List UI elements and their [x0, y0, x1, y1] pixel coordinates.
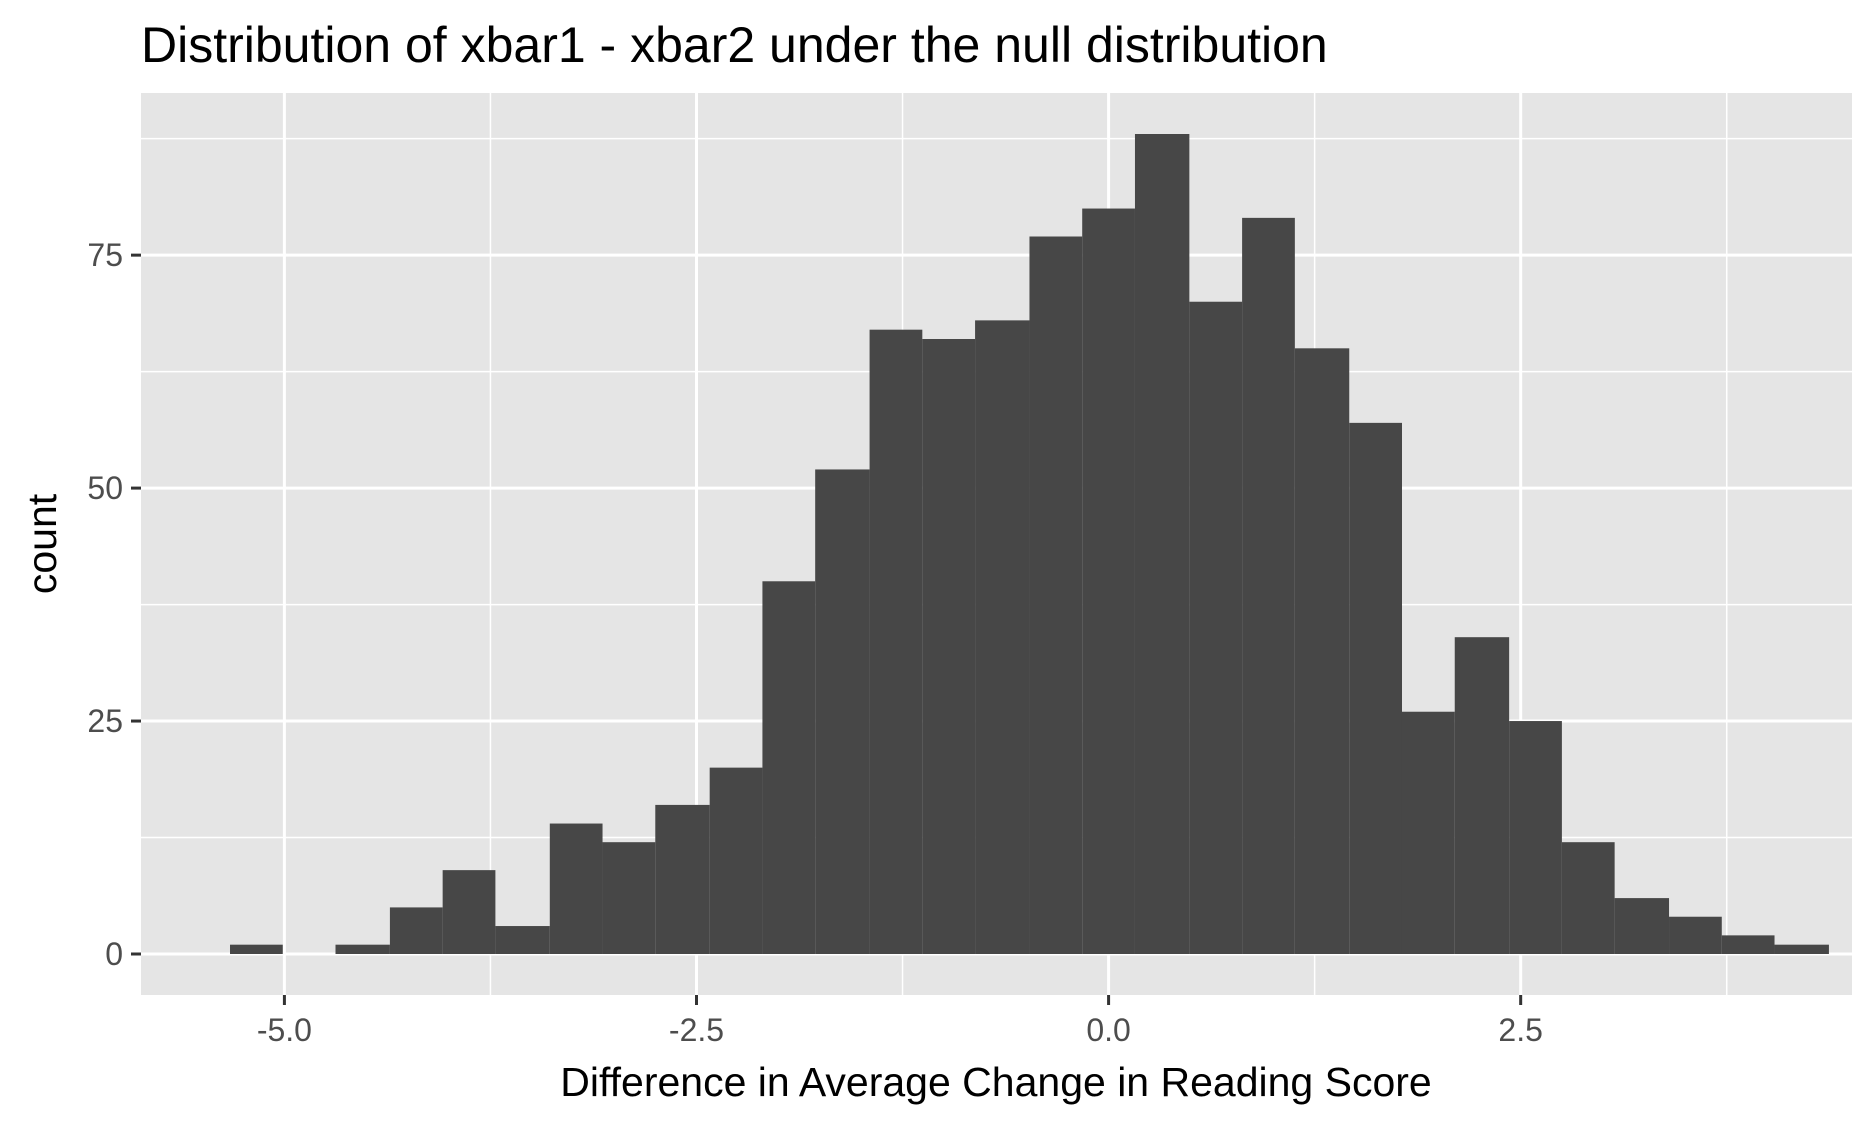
- y-tick-label: 25: [87, 703, 123, 739]
- histogram-bar: [1401, 711, 1455, 954]
- y-tick-label: 50: [87, 470, 123, 506]
- histogram-bar: [815, 469, 870, 954]
- histogram-bar: [1614, 898, 1670, 954]
- histogram-bar: [709, 767, 763, 954]
- histogram-bar: [1454, 637, 1510, 954]
- x-tick-label: 2.5: [1498, 1012, 1542, 1048]
- histogram-bar: [1669, 916, 1722, 954]
- histogram-bar: [1029, 236, 1083, 954]
- x-tick-label: 0.0: [1086, 1012, 1130, 1048]
- x-axis-title: Difference in Average Change in Reading …: [560, 1059, 1431, 1105]
- histogram-bar: [655, 804, 710, 954]
- chart-title: Distribution of xbar1 - xbar2 under the …: [141, 17, 1328, 73]
- y-tick-label: 0: [105, 936, 123, 972]
- histogram-bar: [1242, 217, 1295, 954]
- y-tick-label: 75: [87, 237, 123, 273]
- histogram-bar: [230, 944, 283, 954]
- histogram-bar: [335, 944, 390, 954]
- x-axis: -5.0 -2.5 0.0 2.5: [257, 995, 1543, 1048]
- histogram-bar: [602, 842, 656, 954]
- histogram-bar: [1509, 721, 1562, 954]
- histogram-bar: [1134, 134, 1190, 954]
- y-axis-title: count: [19, 493, 65, 594]
- histogram-bar: [1294, 348, 1350, 954]
- histogram-bar: [1349, 422, 1402, 954]
- histogram-bar: [389, 907, 443, 954]
- y-axis: 0 25 50 75: [87, 237, 141, 972]
- histogram-bar: [549, 823, 603, 954]
- histogram-bar: [442, 870, 496, 954]
- histogram-bar: [922, 339, 976, 954]
- histogram-bar: [1189, 301, 1243, 954]
- histogram-bar: [1082, 208, 1135, 954]
- histogram-bar: [1561, 842, 1615, 954]
- x-tick-label: -2.5: [669, 1012, 724, 1048]
- histogram-bars: [230, 134, 1829, 954]
- histogram-bar: [1774, 944, 1829, 954]
- histogram-bar: [1721, 935, 1775, 954]
- histogram-bar: [975, 320, 1030, 954]
- x-tick-label: -5.0: [257, 1012, 312, 1048]
- histogram-bar: [869, 329, 923, 954]
- histogram-bar: [495, 926, 550, 954]
- histogram-bar: [762, 581, 816, 954]
